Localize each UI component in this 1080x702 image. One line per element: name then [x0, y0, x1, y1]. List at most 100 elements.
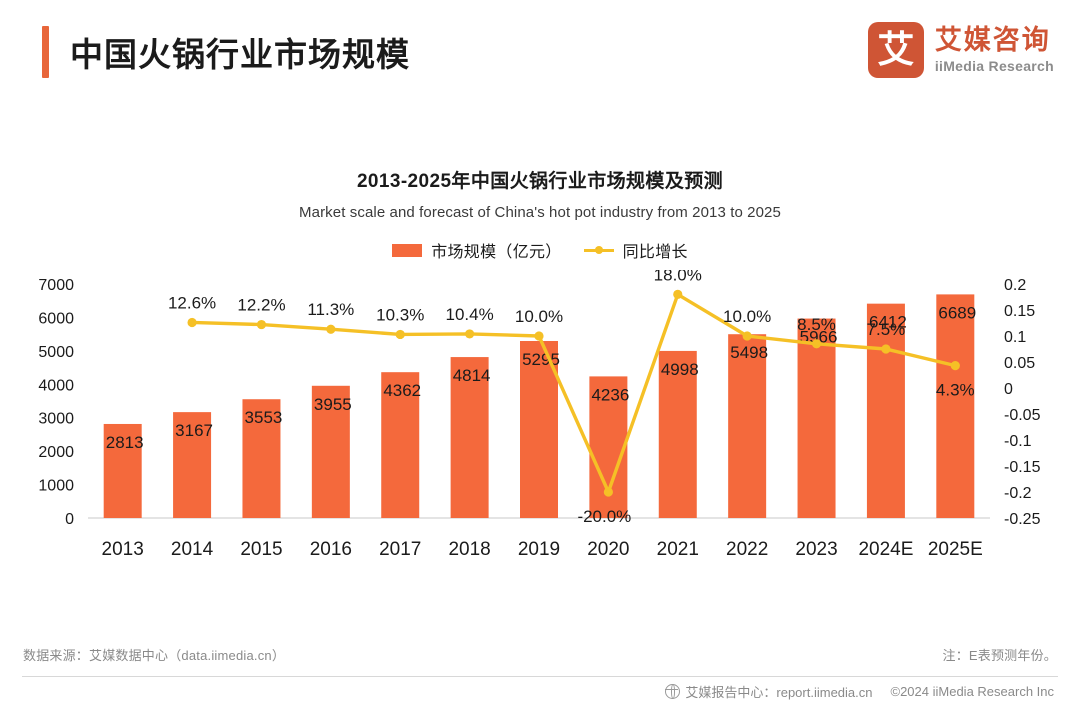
growth-point[interactable] [534, 331, 544, 341]
source-note: 数据来源：艾媒数据中心（data.iimedia.cn） [23, 648, 286, 663]
footer-copyright: ©2024 iiMedia Research Inc [890, 684, 1055, 699]
x-axis-label-2019: 2019 [518, 539, 560, 560]
chart-subtitle: Market scale and forecast of China's hot… [299, 204, 781, 221]
growth-value-label: 8.5% [797, 315, 836, 334]
right-axis-tick: 0 [1004, 381, 1013, 398]
footer-divider [22, 676, 1058, 677]
right-axis-tick: 0.1 [1004, 329, 1026, 346]
bar-value-label: 6412 [869, 313, 907, 332]
bar-2025E[interactable] [936, 294, 975, 518]
x-axis-label-2022: 2022 [726, 539, 768, 560]
x-axis-label-2015: 2015 [240, 539, 282, 560]
growth-point[interactable] [673, 289, 683, 299]
growth-point[interactable] [326, 324, 336, 334]
bar-2023[interactable] [797, 318, 836, 518]
x-axis-label-2020: 2020 [587, 539, 629, 560]
globe-icon [665, 683, 681, 699]
bar-value-label: 4362 [383, 381, 421, 400]
x-axis-label-2016: 2016 [310, 539, 352, 560]
growth-value-label: 12.2% [237, 296, 285, 315]
chart-svg: 0 1000 2000 3000 4000 5000 6000 7000 0.2 0.15 0.1 0… [38, 270, 1041, 560]
bar-value-label: 6689 [938, 303, 976, 322]
right-axis-tick: -0.05 [1004, 407, 1041, 424]
bar-value-label: 3955 [314, 395, 352, 414]
bar-value-label: 4998 [661, 360, 699, 379]
bar-value-label: 5498 [730, 343, 768, 362]
left-axis-tick: 6000 [38, 310, 74, 327]
x-axis-label-2023: 2023 [795, 539, 837, 560]
left-axis-tick: 5000 [38, 344, 74, 361]
bar-2021[interactable] [658, 350, 697, 518]
bar-2014[interactable] [173, 412, 212, 518]
bar-2016[interactable] [311, 385, 350, 518]
growth-point[interactable] [881, 344, 891, 354]
growth-value-label: -20.0% [577, 507, 631, 526]
growth-point[interactable] [950, 361, 960, 371]
bar-2019[interactable] [520, 340, 558, 518]
bar-2022[interactable] [728, 334, 767, 518]
legend-line-swatch-icon [583, 244, 614, 257]
brand-mark-icon: 艾 [867, 22, 924, 78]
footer-bar: 艾媒报告中心：report.iimedia.cn ©2024 iiMedia R… [0, 681, 1080, 702]
title-accent-bar [42, 26, 49, 78]
left-axis-tick: 1000 [38, 478, 74, 495]
right-axis-tick: 0.2 [1004, 277, 1026, 294]
bar-2024E[interactable] [866, 303, 905, 518]
page-header: 中国火锅行业市场规模 艾 艾媒咨询 iiMedia Research [0, 0, 1080, 104]
growth-value-label: 4.3% [936, 381, 975, 400]
growth-value-label: 10.3% [376, 305, 424, 324]
growth-value-label: 10.0% [515, 307, 563, 326]
legend-item-market-scale: 市场规模（亿元） [392, 238, 561, 262]
growth-point[interactable] [187, 317, 197, 328]
brand-name-en: iiMedia Research [934, 57, 1054, 74]
growth-value-label: 11.3% [307, 300, 354, 319]
legend-bar-swatch-icon [392, 243, 423, 257]
left-axis-tick: 0 [65, 511, 74, 528]
growth-point[interactable] [256, 319, 267, 330]
growth-value-label: 7.5% [867, 320, 906, 339]
chart-legend: 市场规模（亿元） 同比增长 [0, 238, 1080, 262]
right-axis-tick: 0.05 [1004, 355, 1035, 372]
x-axis-label-2021: 2021 [657, 539, 699, 560]
bar-2015[interactable] [242, 399, 281, 518]
right-axis-tick: -0.15 [1004, 459, 1041, 476]
right-axis-tick: -0.1 [1004, 433, 1032, 450]
x-axis-label-2017: 2017 [379, 539, 421, 560]
growth-point[interactable] [742, 331, 752, 341]
legend-label-market-scale: 市场规模（亿元） [431, 244, 562, 261]
bar-value-label: 4236 [591, 385, 629, 404]
footer-report-center[interactable]: 艾媒报告中心：report.iimedia.cn [665, 682, 873, 701]
growth-value-label: 12.6% [168, 293, 216, 312]
bar-2013[interactable] [103, 423, 142, 518]
bar-2018[interactable] [450, 357, 489, 518]
right-axis-tick: 0.15 [1004, 303, 1035, 320]
plot-area: 0 1000 2000 3000 4000 5000 6000 7000 0.2 0.15 0.1 0… [0, 270, 1080, 600]
chart-block: 2013-2025年中国火锅行业市场规模及预测 Market scale and… [0, 104, 1080, 628]
brand-text: 艾媒咨询 iiMedia Research [934, 25, 1054, 74]
growth-line [190, 292, 958, 494]
legend-item-growth: 同比增长 [583, 238, 688, 262]
growth-point[interactable] [465, 329, 475, 339]
x-axis-label-2013: 2013 [102, 539, 144, 560]
footnotes: 数据来源：艾媒数据中心（data.iimedia.cn） 注：E表预测年份。 [0, 645, 1080, 677]
right-axis-tick: -0.2 [1004, 485, 1032, 502]
forecast-note: 注：E表预测年份。 [942, 648, 1057, 663]
footer-report-label: 艾媒报告中心：report.iimedia.cn [685, 685, 873, 700]
growth-point[interactable] [395, 329, 405, 340]
growth-point[interactable] [811, 339, 822, 349]
x-axis-label-2024E: 2024E [858, 539, 913, 560]
growth-point[interactable] [603, 487, 613, 497]
bar-value-label: 2813 [106, 433, 144, 452]
growth-value-label: 10.0% [723, 307, 771, 326]
right-axis-tick: -0.25 [1004, 511, 1041, 528]
chart-title: 2013-2025年中国火锅行业市场规模及预测 [356, 171, 724, 192]
brand-name-cn: 艾媒咨询 [934, 25, 1051, 56]
title-wrap: 中国火锅行业市场规模 [42, 26, 410, 78]
legend-label-growth: 同比增长 [622, 244, 688, 261]
left-axis-tick: 2000 [38, 444, 74, 461]
bar-2017[interactable] [381, 372, 420, 518]
x-axis-label-2025E: 2025E [928, 539, 983, 560]
growth-value-label: 18.0% [654, 270, 702, 284]
x-axis-label-2018: 2018 [448, 539, 490, 560]
growth-value-label: 10.4% [446, 305, 494, 324]
